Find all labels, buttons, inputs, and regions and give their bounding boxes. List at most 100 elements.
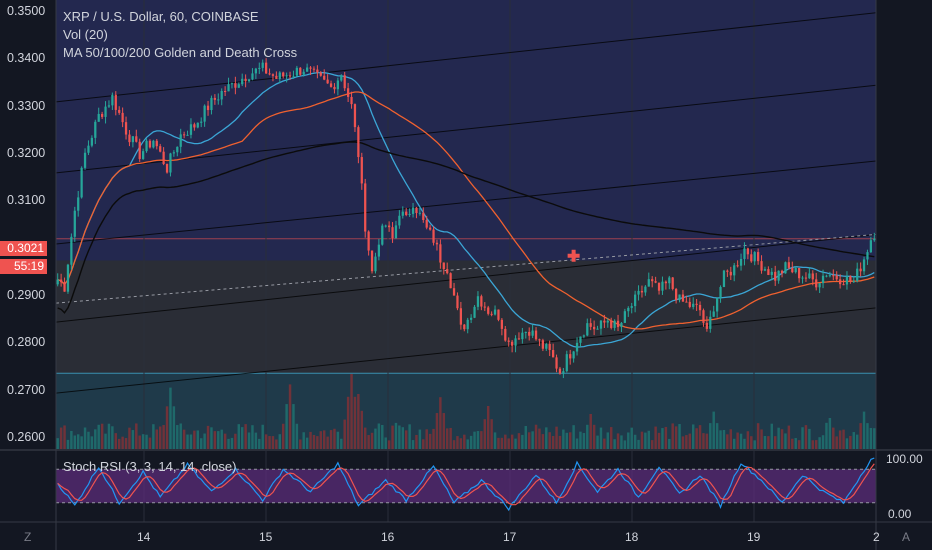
- volume-bar: [739, 433, 743, 450]
- candle-body: [305, 67, 309, 72]
- volume-bar: [719, 430, 722, 450]
- candle-body: [56, 279, 59, 285]
- volume-legend[interactable]: Vol (20): [63, 27, 108, 42]
- candle-body: [637, 290, 640, 295]
- time-tick-label: 15: [259, 530, 273, 544]
- candle-body: [746, 248, 750, 255]
- volume-bar: [794, 438, 797, 450]
- volume-bar: [346, 396, 350, 450]
- trend-channel: [55, 12, 877, 394]
- middle-range-zone: [56, 260, 876, 374]
- volume-bar: [182, 429, 186, 450]
- candle-body: [213, 97, 217, 100]
- volume-bar: [808, 428, 811, 450]
- candle-body: [319, 72, 322, 76]
- candle-body: [364, 183, 367, 232]
- volume-bar: [326, 436, 329, 450]
- volume-bar: [292, 404, 295, 450]
- volume-bar: [558, 435, 562, 450]
- candle-body: [739, 258, 743, 266]
- candle-body: [688, 301, 691, 307]
- candle-body: [292, 75, 295, 77]
- candle-body: [538, 339, 541, 341]
- last-price-tag: 0.3021: [0, 241, 47, 256]
- volume-bar: [504, 434, 507, 450]
- volume-bar: [391, 425, 394, 450]
- volume-bar: [486, 406, 490, 450]
- volume-bar: [449, 427, 452, 450]
- volume-bar: [295, 423, 299, 450]
- volume-bar: [319, 431, 323, 450]
- candle-body: [473, 306, 476, 318]
- candle-body: [77, 197, 80, 211]
- candle-body: [596, 328, 599, 330]
- volume-bar: [254, 432, 258, 450]
- candle-body: [203, 105, 206, 122]
- candle-body: [206, 105, 210, 111]
- price-tick-label: 0.3300: [7, 98, 46, 113]
- volume-bar: [664, 426, 668, 450]
- zoom-corner-icon[interactable]: Z: [24, 530, 32, 544]
- candle-body: [620, 322, 623, 328]
- volume-bar: [784, 433, 787, 450]
- stoch-band: [56, 469, 876, 503]
- candle-body: [490, 313, 493, 315]
- volume-bar: [363, 427, 367, 450]
- volume-bar: [852, 432, 856, 450]
- volume-bar: [193, 430, 196, 450]
- volume-bar: [814, 440, 818, 450]
- candle-body: [131, 136, 135, 143]
- volume-bar: [712, 411, 715, 450]
- candle-body: [152, 140, 155, 148]
- volume-bar: [599, 427, 603, 450]
- volume-bar: [370, 432, 374, 450]
- candle-body: [343, 75, 346, 89]
- candle-body: [442, 262, 445, 270]
- candle-body: [217, 99, 220, 101]
- volume-bar: [661, 428, 664, 450]
- channel-line: [55, 12, 877, 103]
- candle-body: [780, 270, 784, 274]
- candle-body: [186, 134, 189, 136]
- candle-body: [63, 282, 66, 292]
- price-tick-label: 0.3500: [7, 3, 46, 18]
- candle-body: [555, 357, 558, 369]
- volume-bar: [145, 434, 148, 450]
- candle-body: [733, 265, 736, 276]
- stoch-rsi-legend[interactable]: Stoch RSI (3, 3, 14, 14, close): [63, 459, 237, 474]
- candle-body: [487, 307, 490, 314]
- volume-bar: [162, 425, 165, 450]
- volume-bar: [83, 427, 87, 450]
- candle-body: [726, 270, 729, 272]
- volume-bar: [179, 423, 182, 450]
- volume-bar: [732, 438, 736, 450]
- volume-bar: [702, 433, 705, 450]
- candle-body: [285, 75, 288, 77]
- candle-body: [165, 163, 169, 173]
- volume-bar: [288, 384, 292, 450]
- candle-body: [401, 211, 404, 216]
- ma-legend[interactable]: MA 50/100/200 Golden and Death Cross: [63, 45, 298, 60]
- candle-body: [524, 331, 527, 333]
- candle-body: [770, 271, 773, 275]
- volume-bar: [849, 435, 852, 450]
- candle-body: [654, 281, 657, 283]
- candle-body: [811, 273, 814, 280]
- volume-bar: [329, 430, 333, 450]
- candle-body: [302, 71, 305, 75]
- time-tick-label: 18: [625, 530, 639, 544]
- auto-scale-icon[interactable]: A: [902, 530, 911, 544]
- volume-bar: [565, 432, 569, 450]
- volume-bar: [343, 419, 346, 450]
- symbol-legend[interactable]: XRP / U.S. Dollar, 60, COINBASE: [63, 9, 259, 24]
- volume-bar: [568, 432, 572, 450]
- channel-line: [55, 84, 877, 174]
- candle-body: [592, 326, 596, 330]
- volume-bar: [309, 431, 312, 450]
- volume-bar: [705, 433, 709, 450]
- volume-bar: [490, 419, 493, 450]
- candle-body: [558, 368, 562, 374]
- time-tick-label: 2: [873, 530, 880, 544]
